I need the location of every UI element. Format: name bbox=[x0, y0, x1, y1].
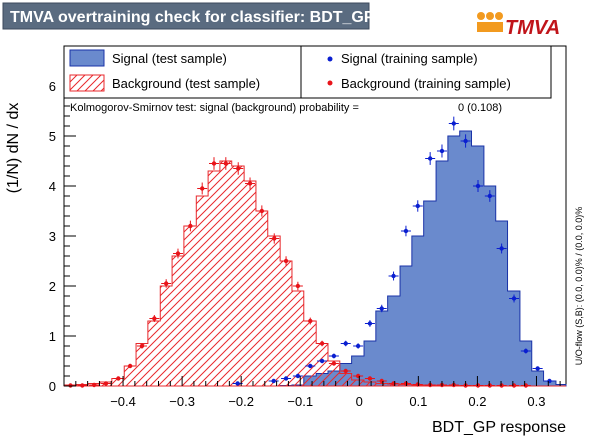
signal-training-point bbox=[353, 343, 364, 349]
background-training-point bbox=[233, 162, 244, 175]
background-training-point bbox=[269, 233, 280, 244]
signal-training-point bbox=[292, 373, 303, 379]
signal-training-point bbox=[317, 358, 328, 364]
background-training-point bbox=[317, 340, 328, 347]
background-training-point bbox=[172, 248, 183, 259]
x-axis-label: BDT_GP response bbox=[432, 419, 566, 436]
signal-training-point bbox=[473, 180, 484, 192]
signal-training-point bbox=[425, 152, 436, 165]
signal-training-point bbox=[328, 353, 339, 359]
logo-dot-icon bbox=[486, 12, 494, 20]
logo-dot-icon bbox=[477, 12, 485, 20]
signal-training-point bbox=[412, 200, 423, 212]
y-tick-label: 3 bbox=[49, 229, 56, 244]
signal-training-point bbox=[484, 190, 495, 202]
signal-training-point bbox=[509, 294, 520, 303]
background-training-point bbox=[400, 381, 411, 386]
background-training-point bbox=[209, 157, 220, 170]
signal-training-point bbox=[376, 304, 387, 313]
background-training-point bbox=[520, 383, 531, 388]
legend-signal-test-swatch bbox=[69, 49, 105, 67]
background-training-point bbox=[136, 343, 147, 349]
background-training-point bbox=[256, 205, 267, 217]
y-tick-label: 4 bbox=[49, 179, 56, 194]
legend-background-test-swatch bbox=[69, 74, 105, 92]
background-training-point bbox=[353, 373, 364, 379]
logo-dot-icon bbox=[495, 12, 503, 20]
background-training-point bbox=[185, 220, 196, 232]
signal-training-point bbox=[532, 366, 543, 371]
signal-training-point bbox=[364, 320, 375, 327]
background-training-point bbox=[328, 361, 339, 366]
overflow-text: U/O-flow (S,B): (0.0, 0.0)% / (0.0, 0.0)… bbox=[574, 207, 584, 366]
legend-signal-training-marker bbox=[327, 56, 333, 62]
x-axis: −0.4 −0.3 −0.2 −0.1 0 0.1 0.2 0.3 bbox=[63, 376, 561, 409]
background-training-point bbox=[77, 383, 88, 388]
background-training-point bbox=[364, 376, 375, 381]
y-tick-label: 0 bbox=[49, 379, 56, 394]
background-training-point bbox=[412, 382, 423, 387]
background-training-point bbox=[197, 182, 208, 195]
x-tick-label: −0.2 bbox=[228, 394, 254, 409]
x-tick-label: −0.4 bbox=[110, 394, 136, 409]
background-training-point bbox=[281, 256, 292, 266]
ks-test-text: Kolmogorov-Smirnov test: signal (backgro… bbox=[70, 102, 359, 114]
x-tick-label: −0.3 bbox=[169, 394, 195, 409]
signal-training-point bbox=[388, 271, 399, 281]
y-tick-label: 1 bbox=[49, 329, 56, 344]
signal-training-point bbox=[281, 376, 292, 381]
logo-text: TMVA bbox=[505, 17, 560, 39]
ks-test-values: 0 (0.108) bbox=[458, 102, 502, 114]
background-training-point bbox=[125, 363, 136, 369]
background-training-point bbox=[292, 281, 303, 291]
background-training-point bbox=[496, 383, 507, 388]
background-training-point bbox=[161, 279, 172, 288]
chart-title: TMVA overtraining check for classifier: … bbox=[10, 9, 375, 26]
y-tick-label: 5 bbox=[49, 129, 56, 144]
legend-background-test-label: Background (test sample) bbox=[112, 76, 260, 91]
signal-training-point bbox=[520, 348, 531, 354]
background-training-point bbox=[89, 382, 100, 388]
background-training-point bbox=[305, 317, 316, 325]
y-axis-label: (1/N) dN / dx bbox=[5, 103, 22, 194]
legend-signal-test-label: Signal (test sample) bbox=[112, 51, 227, 66]
signal-training-point bbox=[460, 134, 471, 148]
background-training-point bbox=[100, 381, 111, 386]
x-tick-label: 0.1 bbox=[409, 394, 427, 409]
background-training-point bbox=[245, 177, 256, 190]
legend-background-training-marker bbox=[327, 80, 333, 86]
y-tick-label: 2 bbox=[49, 279, 56, 294]
x-tick-label: −0.1 bbox=[287, 394, 313, 409]
background-training-point bbox=[473, 383, 484, 388]
legend-box-right bbox=[300, 45, 552, 99]
legend-background-training-label: Background (training sample) bbox=[341, 76, 511, 91]
background-training-markers bbox=[65, 157, 531, 388]
signal-training-point bbox=[496, 243, 507, 254]
x-tick-label: 0.2 bbox=[468, 394, 486, 409]
background-training-point bbox=[340, 368, 351, 374]
background-training-point bbox=[113, 376, 124, 381]
background-training-point bbox=[484, 383, 495, 388]
x-tick-label: 0.3 bbox=[527, 394, 545, 409]
legend: Signal (test sample) Background (test sa… bbox=[63, 45, 552, 99]
signal-training-point bbox=[400, 225, 411, 237]
legend-signal-training-label: Signal (training sample) bbox=[341, 51, 478, 66]
signal-training-point bbox=[305, 363, 316, 369]
x-tick-label: 0 bbox=[356, 394, 363, 409]
background-training-point bbox=[149, 315, 160, 322]
background-training-point bbox=[220, 157, 231, 170]
title-box: TMVA overtraining check for classifier: … bbox=[2, 2, 375, 30]
signal-training-point bbox=[436, 144, 447, 158]
signal-training-point bbox=[340, 340, 351, 347]
signal-training-point bbox=[448, 116, 459, 131]
signal-training-markers bbox=[232, 116, 555, 386]
tmva-logo: TMVA bbox=[470, 8, 590, 39]
y-tick-label: 6 bbox=[49, 79, 56, 94]
